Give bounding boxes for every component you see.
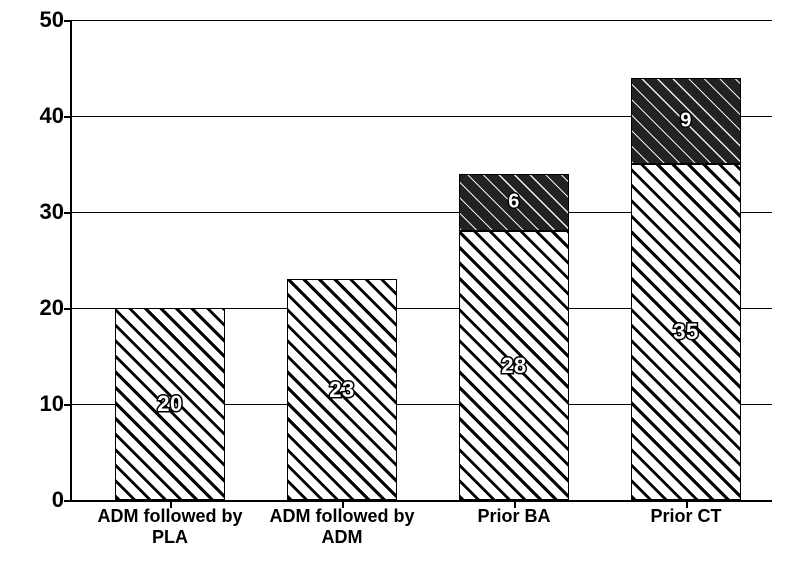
y-tick-label: 10: [40, 391, 72, 417]
y-tick-label: 20: [40, 295, 72, 321]
x-axis-label: ADM followed by ADM: [262, 506, 422, 547]
bar-value-label: 35: [673, 319, 698, 345]
x-axis-label: ADM followed by PLA: [90, 506, 250, 547]
y-tick-label: 40: [40, 103, 72, 129]
bar-segment: 35: [631, 164, 741, 500]
y-tick-label: 0: [52, 487, 72, 513]
plot-area: 0102030405020ADM followed by PLA23ADM fo…: [70, 20, 772, 502]
bar-chart: 0 10 20 30 40 50 20 ADM followed by PLA 23 ADM fo…: [0, 0, 800, 566]
grid-line: [72, 20, 772, 21]
bar-segment: 23: [287, 279, 397, 500]
x-axis-label: Prior BA: [434, 506, 594, 527]
y-tick-label: 30: [40, 199, 72, 225]
bar-value-label: 23: [329, 377, 354, 403]
x-axis-label: Prior CT: [606, 506, 766, 527]
bar-value-label: 6: [508, 191, 520, 214]
bar-segment: 28: [459, 231, 569, 500]
bar-segment: 9: [631, 78, 741, 164]
bar-segment: 6: [459, 174, 569, 232]
bar-segment: 20: [115, 308, 225, 500]
bar-value-label: 20: [157, 391, 182, 417]
bar-value-label: 28: [501, 353, 526, 379]
bar-value-label: 9: [680, 109, 692, 132]
y-tick-label: 50: [40, 7, 72, 33]
